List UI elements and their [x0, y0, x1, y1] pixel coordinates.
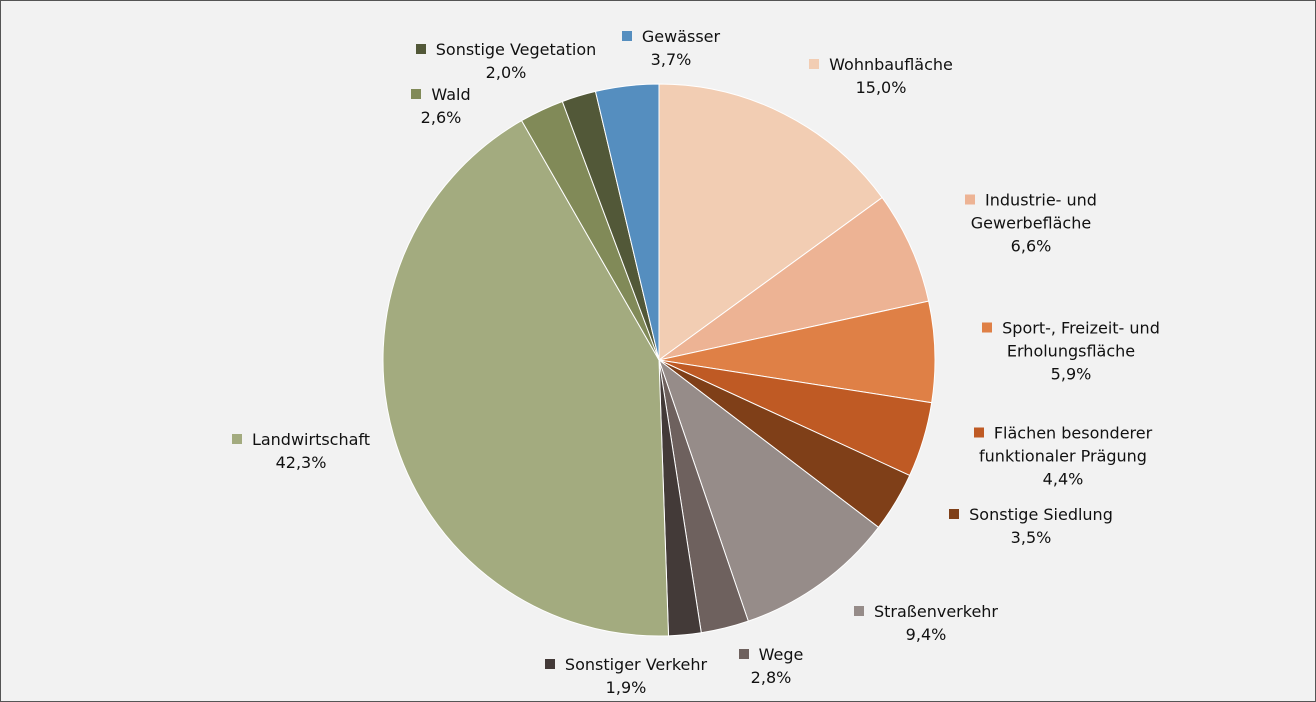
value-label: 42,3% [275, 453, 327, 472]
value-label: 2,6% [420, 108, 462, 127]
category-name: Sonstiger Verkehr [564, 655, 708, 674]
value-label: 3,7% [650, 50, 692, 69]
legend-swatch [949, 509, 960, 519]
value-label: 2,0% [485, 63, 527, 82]
category-name: Flächen besonderer funktionaler Prägung [979, 423, 1153, 466]
data-label: Wald 2,6% [391, 83, 491, 129]
legend-swatch [853, 606, 864, 616]
value-label: 6,6% [1010, 236, 1052, 256]
legend-swatch [982, 322, 993, 333]
data-label: Wohnbaufläche 15,0% [781, 53, 981, 99]
legend-swatch [965, 194, 976, 205]
value-label: 15,0% [855, 78, 907, 97]
data-label: Sport-, Freizeit- und Erholungsfläche 5,9… [961, 317, 1181, 386]
pie-slice [658, 83, 883, 361]
category-name: Sport-, Freizeit- und Erholungsfläche [1002, 318, 1160, 361]
legend-swatch [738, 649, 749, 659]
category-name: Straßenverkehr [873, 602, 999, 621]
legend-swatch [415, 44, 426, 54]
pie-slice [382, 119, 670, 637]
data-label: Flächen besonderer funktionaler Prägung 4… [948, 422, 1178, 491]
legend-swatch [973, 427, 984, 438]
value-label: 9,4% [905, 625, 947, 644]
data-label: Wege 2,8% [721, 643, 821, 689]
category-name: Landwirtschaft [251, 430, 371, 449]
data-label: Sonstige Siedlung 3,5% [921, 503, 1141, 549]
legend-swatch [809, 59, 820, 69]
data-label: Industrie- und Gewerbefläche 6,6% [951, 189, 1111, 258]
category-name: Wege [758, 645, 804, 664]
category-name: Gewässer [641, 27, 721, 46]
pie-slice [594, 83, 660, 361]
data-label: Sonstige Vegetation 2,0% [396, 38, 616, 84]
category-name: Sonstige Vegetation [435, 40, 597, 59]
legend-swatch [231, 434, 242, 444]
category-name: Wohnbaufläche [829, 55, 953, 74]
data-label: Gewässer 3,7% [596, 25, 746, 71]
legend-swatch [621, 31, 632, 41]
value-label: 2,8% [750, 668, 792, 687]
data-label: Landwirtschaft 42,3% [201, 428, 401, 474]
pie-slice [657, 358, 880, 622]
value-label: 5,9% [1050, 364, 1092, 384]
pie-slice [658, 196, 930, 361]
data-label: Straßenverkehr 9,4% [826, 600, 1026, 646]
data-label: Sonstiger Verkehr 1,9% [516, 653, 736, 699]
value-label: 3,5% [1010, 528, 1052, 547]
value-label: 4,4% [1042, 469, 1084, 489]
category-name: Wald [431, 85, 471, 104]
category-name: Sonstige Siedlung [969, 505, 1113, 524]
legend-swatch [411, 89, 422, 99]
value-label: 1,9% [605, 678, 647, 697]
legend-swatch [544, 659, 555, 669]
category-name: Industrie- und Gewerbefläche [970, 190, 1097, 233]
